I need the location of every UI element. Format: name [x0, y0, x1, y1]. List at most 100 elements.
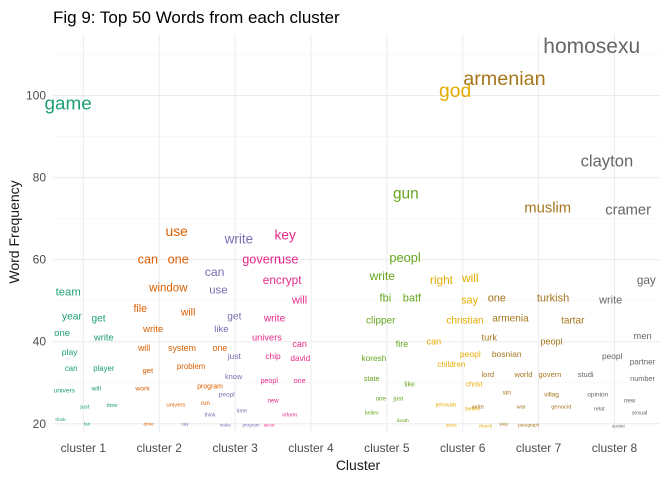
word-label: christian	[446, 316, 483, 327]
word-label: inform	[282, 413, 297, 419]
word-label: cramer	[605, 202, 651, 218]
word-label: write	[224, 232, 254, 247]
word-label: can	[427, 337, 442, 347]
word-label: think	[55, 417, 66, 423]
word-label: team	[56, 286, 81, 298]
word-label: can	[292, 339, 307, 349]
chart-title: Fig 9: Top 50 Words from each cluster	[53, 8, 340, 27]
word-label: villag	[544, 392, 559, 399]
word-label: can	[65, 364, 78, 373]
word-label: secur	[264, 423, 276, 428]
word-label: use	[209, 284, 227, 296]
x-axis-ticks: cluster 1 cluster 2 cluster 3 cluster 4 clus…	[61, 441, 638, 455]
word-label: write	[598, 295, 622, 307]
word-label: work	[134, 385, 150, 392]
x-tick-label: cluster 1	[61, 441, 107, 455]
word-label: fbi	[380, 293, 392, 305]
word-label: peopl	[260, 376, 278, 385]
word-label: clipper	[366, 316, 396, 327]
word-label: number	[630, 374, 655, 383]
word-label: lord	[482, 370, 495, 379]
word-label: year	[62, 312, 82, 323]
word-label: drive	[144, 421, 155, 426]
word-label: program	[242, 423, 259, 428]
word-label: get	[227, 312, 241, 323]
word-label: way	[500, 421, 509, 426]
word-label: just	[79, 404, 89, 410]
y-axis-title: Word Frequency	[6, 180, 22, 283]
y-tick-label: 20	[33, 417, 47, 431]
word-label: univers	[54, 387, 76, 394]
word-label: one	[488, 293, 506, 305]
word-label: univers	[166, 402, 185, 408]
word-label: window	[148, 282, 188, 294]
word-label: chip	[265, 351, 281, 361]
word-label: church	[479, 423, 493, 428]
word-label: sexual	[632, 411, 648, 417]
word-label: will	[91, 385, 102, 392]
word-label: armenian	[463, 68, 545, 90]
word-label: govern	[242, 253, 281, 267]
word-label: problem	[177, 362, 206, 371]
word-label: batf	[403, 293, 422, 305]
word-label: file	[133, 303, 147, 315]
word-label: peopl	[460, 349, 481, 359]
word-label: key	[275, 228, 296, 243]
word-label: think	[204, 413, 216, 419]
word-label: jehovah	[435, 402, 457, 408]
word-label: one	[376, 396, 387, 403]
word-label: run	[201, 401, 210, 407]
word-label: fan	[84, 421, 91, 426]
word-label: gun	[393, 186, 419, 203]
y-tick-label: 60	[33, 253, 47, 267]
word-label: say	[461, 295, 479, 307]
word-label: clayton	[581, 152, 634, 171]
word-label: know	[225, 372, 243, 381]
x-tick-label: cluster 5	[364, 441, 410, 455]
word-label: like	[214, 324, 228, 335]
word-label: turk	[482, 333, 498, 343]
y-axis-ticks: 20 40 60 80 100	[26, 89, 46, 431]
y-tick-label: 40	[33, 335, 47, 349]
word-label: use	[278, 253, 298, 267]
word-label: armenia	[492, 314, 529, 325]
word-label: peopl	[540, 337, 562, 347]
word-label: christ	[466, 381, 483, 388]
word-label: system	[168, 343, 196, 353]
word-label: societi	[612, 423, 625, 428]
word-label: write	[93, 333, 114, 343]
word-label: genocid	[551, 404, 571, 410]
word-label: opinion	[587, 392, 608, 399]
word-label: one	[168, 253, 189, 267]
word-label: one	[213, 343, 228, 353]
x-tick-label: cluster 7	[516, 441, 562, 455]
word-label: just	[227, 351, 242, 361]
word-label: jesus	[445, 423, 457, 428]
word-label: can	[205, 265, 225, 279]
word-label: univers	[252, 333, 282, 343]
word-label: new	[267, 398, 279, 405]
word-label: paragraph	[518, 423, 539, 428]
word-label: just	[392, 396, 403, 403]
word-label: new	[624, 398, 636, 405]
word-label: believ	[365, 411, 379, 417]
word-label: write	[142, 324, 163, 335]
y-tick-label: 100	[26, 89, 46, 103]
word-label: govern	[539, 370, 562, 379]
word-label: encrypt	[263, 273, 302, 287]
word-label: turkish	[537, 293, 569, 305]
word-label: player	[93, 364, 115, 373]
word-label: world	[513, 370, 532, 379]
x-tick-label: cluster 8	[592, 441, 638, 455]
word-label: peopl	[389, 250, 420, 265]
word-label: time	[237, 408, 247, 414]
grid	[53, 34, 660, 432]
word-label: tartar	[561, 316, 585, 327]
word-label: men	[633, 330, 651, 341]
word-label: state	[364, 374, 380, 383]
word-label: write	[369, 269, 396, 283]
word-label: david	[290, 353, 310, 363]
word-label: studi	[578, 370, 594, 379]
